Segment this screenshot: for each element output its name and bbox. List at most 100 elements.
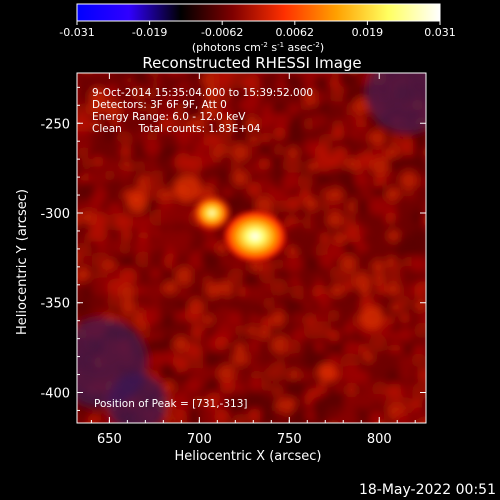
texture-blob xyxy=(203,115,215,126)
texture-blob xyxy=(161,207,180,227)
texture-blob xyxy=(416,309,426,325)
texture-blob xyxy=(135,299,149,313)
texture-blob xyxy=(77,84,83,101)
texture-blob xyxy=(371,381,389,398)
y-tick-label: -250 xyxy=(40,117,70,132)
texture-blob xyxy=(87,413,103,423)
colorbar-tick-label: -0.031 xyxy=(59,26,94,39)
texture-blob xyxy=(147,169,167,190)
texture-blob xyxy=(302,299,315,311)
colorbar-tick-label: 0.031 xyxy=(424,26,456,39)
texture-blob xyxy=(427,366,444,383)
texture-blob xyxy=(314,91,327,104)
footer-timestamp: 18-May-2022 00:51 xyxy=(359,482,496,498)
texture-blob xyxy=(226,267,246,286)
texture-blob xyxy=(231,187,242,198)
texture-blob xyxy=(344,224,364,244)
texture-blob xyxy=(186,85,201,100)
texture-blob xyxy=(409,209,425,225)
texture-blob xyxy=(88,168,108,188)
texture-blob xyxy=(329,283,345,299)
texture-blob xyxy=(269,310,287,327)
texture-blob xyxy=(354,418,371,423)
texture-blob xyxy=(287,103,300,115)
texture-blob xyxy=(399,312,411,324)
texture-blob xyxy=(133,238,151,256)
texture-blob xyxy=(172,336,190,353)
texture-blob xyxy=(313,320,332,339)
x-tick-label: 750 xyxy=(277,432,302,447)
texture-blob xyxy=(429,156,441,168)
texture-blob xyxy=(417,419,426,423)
texture-blob xyxy=(80,73,90,75)
texture-blob xyxy=(399,266,414,281)
texture-blob xyxy=(373,272,386,286)
texture-blob xyxy=(258,115,274,131)
texture-blob xyxy=(135,160,146,171)
texture-blob xyxy=(77,345,78,352)
texture-blob xyxy=(298,228,317,247)
texture-blob xyxy=(77,146,91,160)
texture-blob xyxy=(63,428,75,440)
texture-blob xyxy=(395,295,411,310)
texture-blob xyxy=(118,113,133,129)
texture-blob xyxy=(247,408,262,423)
texture-blob xyxy=(104,157,119,171)
texture-blob xyxy=(273,144,285,156)
texture-blob xyxy=(120,229,133,242)
texture-blob xyxy=(260,132,271,144)
texture-bright-patch xyxy=(173,174,201,202)
texture-blob xyxy=(258,141,270,154)
texture-blob xyxy=(170,392,191,413)
texture-blob xyxy=(61,239,73,251)
texture-blob xyxy=(342,115,357,130)
texture-blob xyxy=(132,73,146,86)
texture-blob xyxy=(190,355,208,372)
texture-blob xyxy=(259,78,272,91)
texture-blob xyxy=(385,145,400,161)
texture-blob xyxy=(384,212,397,224)
texture-blob xyxy=(205,377,223,395)
texture-blob xyxy=(269,277,289,297)
texture-blob xyxy=(412,154,426,170)
annotation-detectors: Detectors: 3F 6F 9F, Att 0 xyxy=(92,99,227,111)
texture-blob xyxy=(130,85,146,101)
texture-blob xyxy=(374,394,387,406)
texture-blob xyxy=(423,213,426,227)
texture-blob xyxy=(288,129,304,145)
texture-blob xyxy=(260,283,272,295)
texture-blob xyxy=(233,413,248,423)
texture-blob xyxy=(162,173,174,185)
texture-blob xyxy=(427,242,439,254)
texture-blob xyxy=(368,334,388,353)
texture-blob xyxy=(386,281,401,297)
texture-blob xyxy=(284,254,303,273)
texture-blob xyxy=(88,196,104,211)
texture-blob xyxy=(375,218,388,231)
texture-blob xyxy=(246,181,263,198)
texture-blob xyxy=(260,380,272,392)
texture-blob xyxy=(314,427,324,437)
texture-blob xyxy=(312,307,329,325)
texture-blob xyxy=(343,282,354,293)
y-axis-label: Heliocentric Y (arcsec) xyxy=(15,189,30,335)
heatmap-image xyxy=(61,73,448,440)
texture-blob xyxy=(119,283,136,301)
texture-blob xyxy=(248,425,263,440)
texture-blob xyxy=(310,211,330,231)
texture-blob xyxy=(387,229,401,243)
texture-blob xyxy=(355,117,368,129)
texture-blob xyxy=(120,298,137,315)
texture-blob xyxy=(192,228,206,242)
texture-blob xyxy=(245,160,263,177)
texture-blob xyxy=(313,341,325,352)
texture-blob xyxy=(157,73,173,86)
texture-blob xyxy=(428,264,448,284)
texture-blob xyxy=(228,311,244,327)
texture-blob xyxy=(92,156,104,168)
texture-blob xyxy=(143,140,161,157)
texture-blob xyxy=(416,176,426,188)
texture-blob xyxy=(267,361,287,381)
texture-blob xyxy=(286,397,297,409)
texture-blob xyxy=(239,95,260,116)
